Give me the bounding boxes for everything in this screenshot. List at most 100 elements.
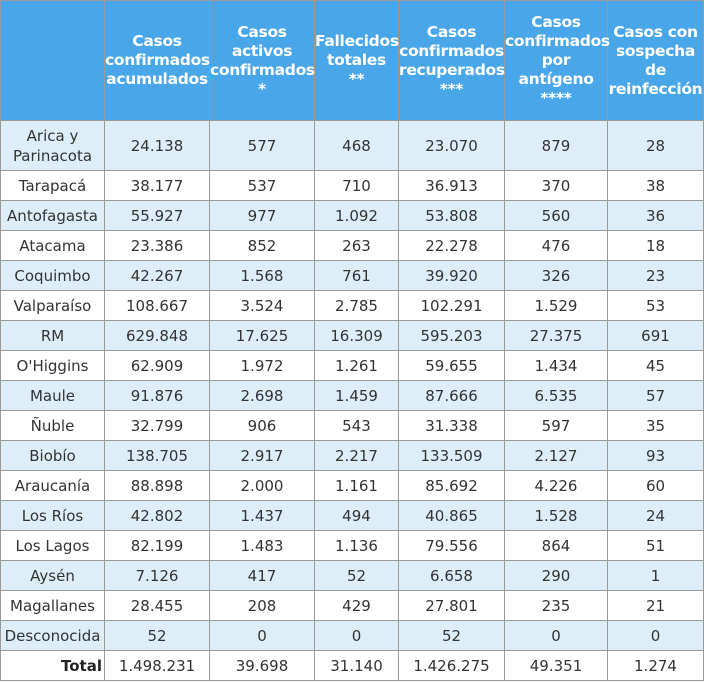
value-cell: 55.927 xyxy=(104,200,210,231)
table-row: O'Higgins 62.909 1.972 1.261 59.655 1.434 45 xyxy=(0,350,704,381)
value-cell: 1.434 xyxy=(504,350,608,381)
column-header-line: Casos con xyxy=(613,22,698,41)
value-cell: 102.291 xyxy=(398,290,505,321)
value-cell: 45 xyxy=(607,350,704,381)
value-cell: 1.568 xyxy=(209,260,315,291)
value-cell: 36.913 xyxy=(398,170,505,201)
region-name-cell: Maule xyxy=(0,380,105,411)
column-header-line: Fallecidos xyxy=(315,32,399,50)
value-cell: 710 xyxy=(314,170,399,201)
region-name-cell: O'Higgins xyxy=(0,350,105,381)
column-header-line: **** xyxy=(540,89,572,107)
column-header-line: confirmados xyxy=(399,41,504,60)
value-cell: 543 xyxy=(314,410,399,441)
column-header-line: reinfección xyxy=(608,79,703,98)
table-row: Biobío 138.705 2.917 2.217 133.509 2.127 93 xyxy=(0,440,704,471)
region-name-cell: Aysén xyxy=(0,560,105,591)
value-cell: 2.127 xyxy=(504,440,608,471)
value-cell: 18 xyxy=(607,230,704,261)
value-cell: 17.625 xyxy=(209,320,315,351)
value-cell: 326 xyxy=(504,260,608,291)
total-value-cell: 1.274 xyxy=(607,650,704,681)
value-cell: 21 xyxy=(607,590,704,621)
column-header: Casos confirmados por antígeno **** xyxy=(504,0,610,121)
value-cell: 560 xyxy=(504,200,608,231)
value-cell: 1.483 xyxy=(209,530,315,561)
value-cell: 1.161 xyxy=(314,470,399,501)
region-name-cell: Coquimbo xyxy=(0,260,105,291)
value-cell: 235 xyxy=(504,590,608,621)
region-name-cell: Los Lagos xyxy=(0,530,105,561)
value-cell: 87.666 xyxy=(398,380,505,411)
value-cell: 24.138 xyxy=(104,120,210,171)
value-cell: 1.092 xyxy=(314,200,399,231)
value-cell: 577 xyxy=(209,120,315,171)
column-header-line: * xyxy=(258,79,266,98)
total-value-cell: 31.140 xyxy=(314,650,399,681)
table-row: Los Ríos 42.802 1.437 494 40.865 1.528 24 xyxy=(0,500,704,531)
value-cell: 27.375 xyxy=(504,320,608,351)
value-cell: 2.000 xyxy=(209,470,315,501)
value-cell: 597 xyxy=(504,410,608,441)
value-cell: 429 xyxy=(314,590,399,621)
value-cell: 52 xyxy=(398,620,505,651)
column-header: Casos confirmados acumulados xyxy=(104,0,210,121)
value-cell: 82.199 xyxy=(104,530,210,561)
value-cell: 208 xyxy=(209,590,315,621)
value-cell: 40.865 xyxy=(398,500,505,531)
value-cell: 263 xyxy=(314,230,399,261)
value-cell: 864 xyxy=(504,530,608,561)
column-header-line: confirmados xyxy=(210,60,315,79)
value-cell: 6.535 xyxy=(504,380,608,411)
value-cell: 1 xyxy=(607,560,704,591)
value-cell: 1.528 xyxy=(504,500,608,531)
value-cell: 290 xyxy=(504,560,608,591)
value-cell: 138.705 xyxy=(104,440,210,471)
column-header-line: *** xyxy=(439,79,464,98)
column-header-line: sospecha xyxy=(616,41,695,60)
region-name-cell: RM xyxy=(0,320,105,351)
value-cell: 16.309 xyxy=(314,320,399,351)
column-header-line: antígeno xyxy=(518,70,594,88)
column-header-line: Casos xyxy=(531,13,581,31)
column-header-line: recuperados xyxy=(399,60,505,79)
value-cell: 39.920 xyxy=(398,260,505,291)
value-cell: 93 xyxy=(607,440,704,471)
region-name-cell: Los Ríos xyxy=(0,500,105,531)
value-cell: 85.692 xyxy=(398,470,505,501)
value-cell: 468 xyxy=(314,120,399,171)
value-cell: 27.801 xyxy=(398,590,505,621)
value-cell: 88.898 xyxy=(104,470,210,501)
value-cell: 0 xyxy=(209,620,315,651)
header-corner-cell xyxy=(0,0,105,121)
value-cell: 31.338 xyxy=(398,410,505,441)
column-header-line: totales xyxy=(327,51,386,69)
table-row: Tarapacá 38.177 537 710 36.913 370 38 xyxy=(0,170,704,201)
value-cell: 761 xyxy=(314,260,399,291)
value-cell: 35 xyxy=(607,410,704,441)
value-cell: 28 xyxy=(607,120,704,171)
table-row: Antofagasta 55.927 977 1.092 53.808 560 36 xyxy=(0,200,704,231)
value-cell: 3.524 xyxy=(209,290,315,321)
value-cell: 906 xyxy=(209,410,315,441)
value-cell: 59.655 xyxy=(398,350,505,381)
header-row: Casos confirmados acumulados Casos activos co… xyxy=(0,0,704,121)
column-header: Casos activos confirmados * xyxy=(209,0,315,121)
total-label-cell: Total xyxy=(0,650,105,681)
column-header: Casos con sospecha de reinfección xyxy=(607,0,704,121)
value-cell: 79.556 xyxy=(398,530,505,561)
table-row: Ñuble 32.799 906 543 31.338 597 35 xyxy=(0,410,704,441)
value-cell: 38 xyxy=(607,170,704,201)
table-row: Aysén 7.126 417 52 6.658 290 1 xyxy=(0,560,704,591)
value-cell: 629.848 xyxy=(104,320,210,351)
value-cell: 23 xyxy=(607,260,704,291)
region-name-cell: Antofagasta xyxy=(0,200,105,231)
table-row: Magallanes 28.455 208 429 27.801 235 21 xyxy=(0,590,704,621)
region-name-cell: Valparaíso xyxy=(0,290,105,321)
value-cell: 0 xyxy=(314,620,399,651)
value-cell: 1.459 xyxy=(314,380,399,411)
value-cell: 852 xyxy=(209,230,315,261)
region-name-cell: Magallanes xyxy=(0,590,105,621)
value-cell: 133.509 xyxy=(398,440,505,471)
total-value-cell: 1.426.275 xyxy=(398,650,505,681)
